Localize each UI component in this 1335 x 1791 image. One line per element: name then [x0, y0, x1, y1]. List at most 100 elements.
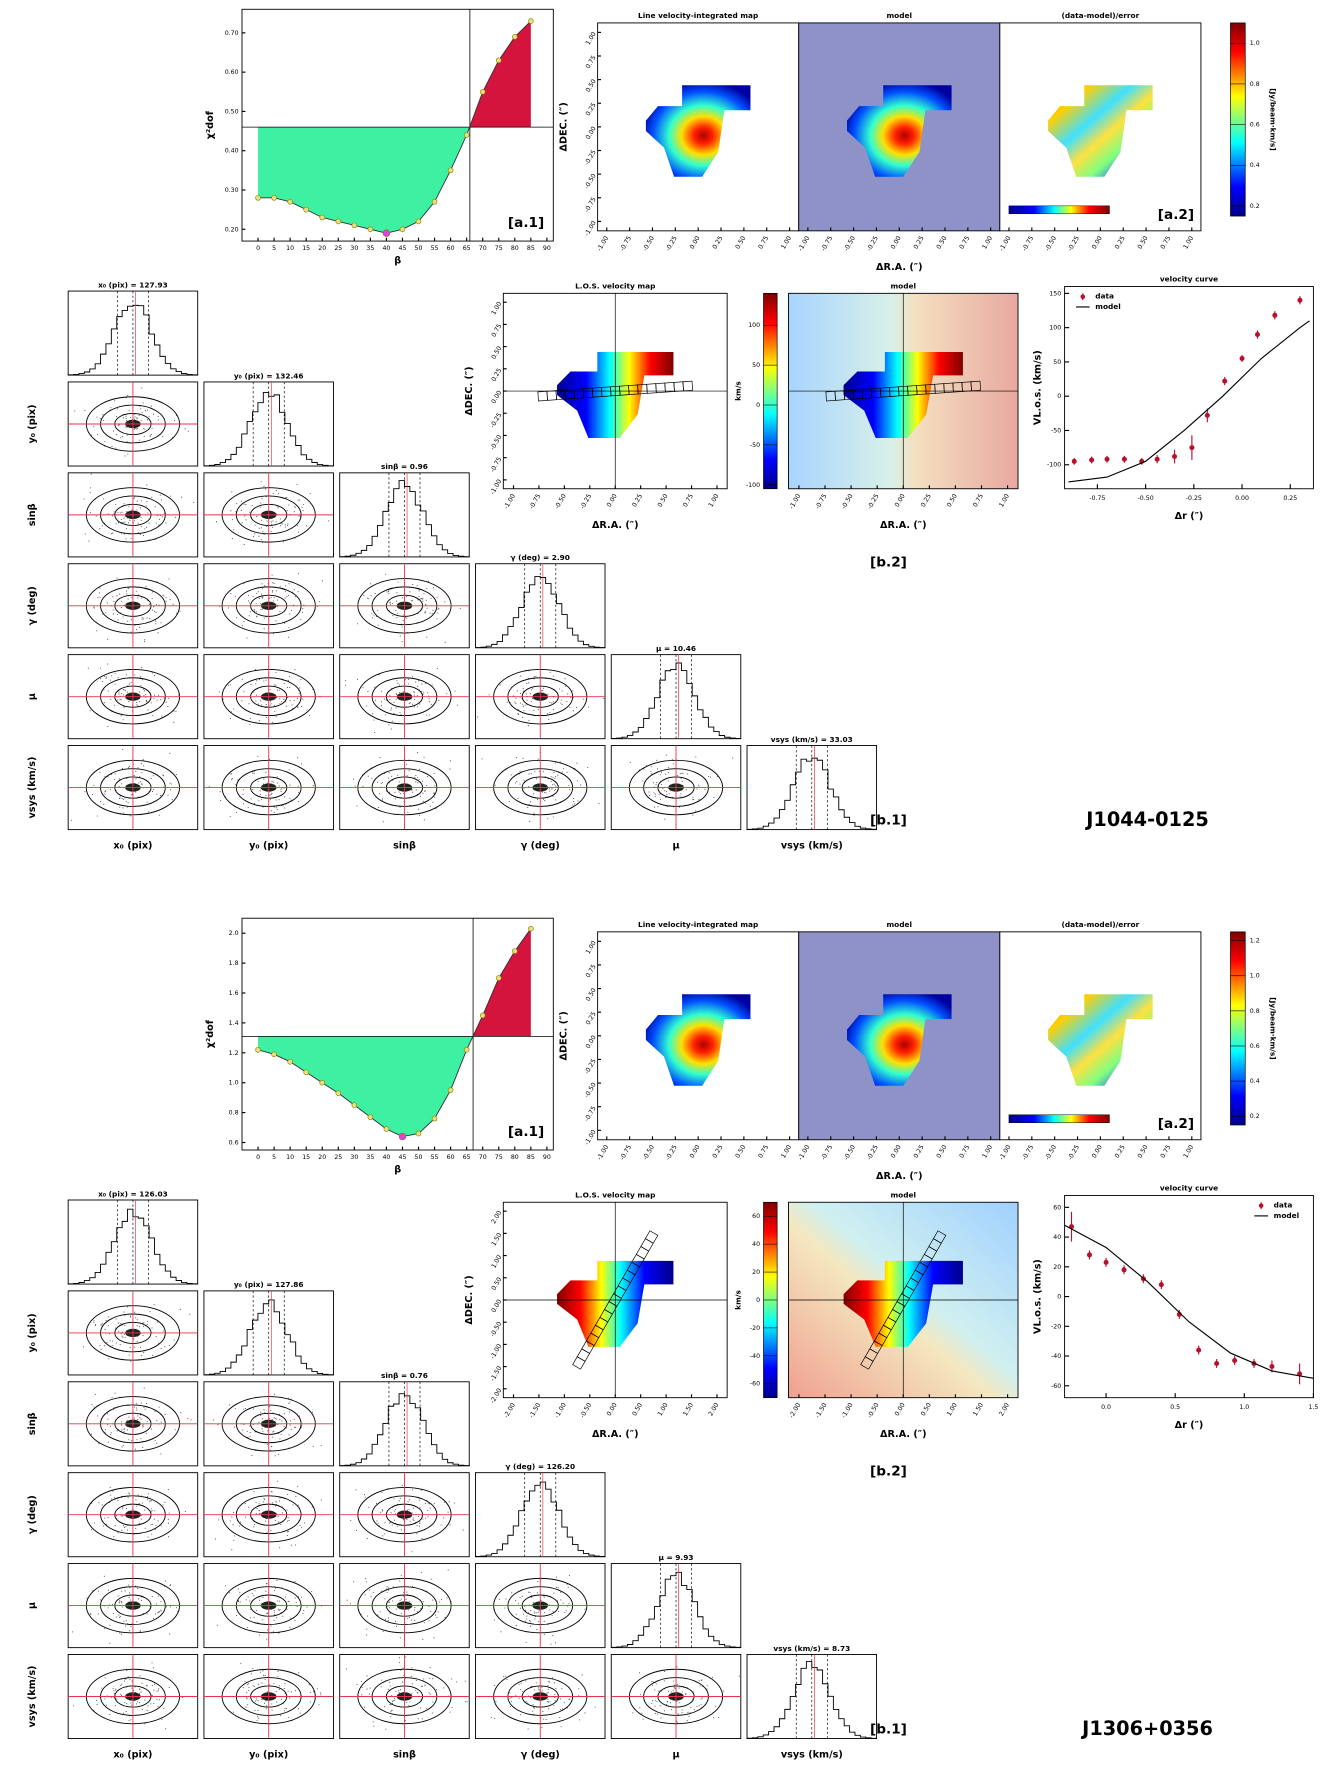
sample — [262, 596, 264, 598]
sample — [436, 1616, 438, 1619]
sample — [147, 709, 149, 711]
sample — [270, 703, 272, 705]
colorbar-tick-label: 60 — [752, 1213, 760, 1220]
sample — [156, 793, 158, 795]
x-tick-label: 0.5 — [1170, 1404, 1180, 1411]
panel-annotation: [b.1] — [870, 1721, 907, 1737]
sample — [275, 1691, 277, 1693]
sample — [254, 1524, 256, 1526]
sample — [257, 755, 259, 757]
sample — [261, 799, 263, 801]
sample — [126, 1703, 128, 1705]
sample — [253, 1526, 255, 1528]
sample — [377, 624, 379, 626]
slit-cell — [682, 380, 693, 392]
sample — [288, 1402, 290, 1405]
sample — [152, 609, 154, 611]
sample — [218, 691, 220, 693]
sample — [554, 778, 556, 780]
sample — [300, 763, 303, 765]
y-tick-label: -2.00 — [489, 1387, 503, 1404]
sample — [272, 582, 274, 584]
sample — [275, 716, 277, 718]
sample — [256, 1719, 258, 1722]
sample — [91, 1433, 93, 1435]
sample — [150, 405, 153, 407]
sample — [265, 1700, 267, 1702]
sample — [140, 676, 142, 678]
sample — [151, 672, 153, 674]
sample — [536, 798, 539, 801]
sample — [127, 453, 129, 455]
sample — [656, 768, 658, 770]
sample — [427, 1509, 429, 1512]
sample — [122, 1506, 124, 1508]
sample — [255, 1513, 257, 1515]
sample — [245, 519, 247, 521]
sample — [176, 612, 178, 614]
sample — [147, 1536, 149, 1538]
sample — [103, 689, 105, 691]
sample — [692, 796, 694, 798]
sample — [552, 701, 554, 703]
sample — [408, 678, 410, 681]
marker — [271, 1051, 277, 1058]
sample — [121, 1633, 123, 1635]
sample — [555, 785, 557, 787]
sample — [260, 593, 263, 595]
sample — [113, 511, 115, 513]
sample — [284, 807, 286, 809]
sample — [277, 1670, 279, 1672]
data-point — [1239, 355, 1245, 361]
sample — [517, 797, 519, 800]
sample — [388, 593, 390, 595]
sample — [270, 1491, 272, 1493]
data-point — [1222, 378, 1228, 384]
sample — [143, 765, 145, 767]
y-tick-label: 1.00 — [585, 940, 598, 956]
sample — [369, 1687, 371, 1689]
sample — [125, 417, 127, 420]
sample — [99, 587, 101, 589]
sample — [413, 691, 415, 694]
sample — [128, 683, 130, 685]
sample — [368, 1589, 370, 1591]
sample — [560, 699, 563, 701]
sample — [95, 1323, 97, 1326]
sample — [555, 799, 557, 801]
sample — [642, 780, 644, 782]
sample — [151, 591, 154, 593]
sample — [275, 620, 277, 622]
sample — [270, 1625, 272, 1627]
sample — [152, 1617, 155, 1620]
sample — [288, 583, 290, 585]
sample — [288, 504, 290, 506]
sample — [242, 793, 244, 796]
sample — [151, 1662, 153, 1664]
sample — [413, 691, 415, 693]
sample — [551, 702, 553, 704]
sample — [415, 775, 417, 777]
x-axis-label: Δr (″) — [1175, 1420, 1204, 1431]
sample — [126, 1429, 128, 1431]
sample — [374, 699, 377, 701]
sample — [121, 767, 123, 770]
sample — [532, 1710, 534, 1712]
sample — [464, 1680, 466, 1682]
sample — [652, 782, 654, 784]
sample — [136, 500, 138, 502]
sample — [701, 1697, 703, 1699]
sample — [245, 1697, 248, 1699]
sample — [656, 1713, 658, 1715]
sample — [107, 725, 109, 728]
sample — [451, 1706, 453, 1709]
sample — [174, 516, 177, 518]
sample — [561, 703, 563, 706]
sample — [423, 593, 425, 595]
object-name: J1044-0125 — [1084, 808, 1209, 831]
sample — [119, 1615, 121, 1618]
sample — [138, 414, 140, 417]
sample — [130, 1719, 132, 1721]
sample — [529, 1625, 532, 1627]
sample — [112, 532, 114, 534]
